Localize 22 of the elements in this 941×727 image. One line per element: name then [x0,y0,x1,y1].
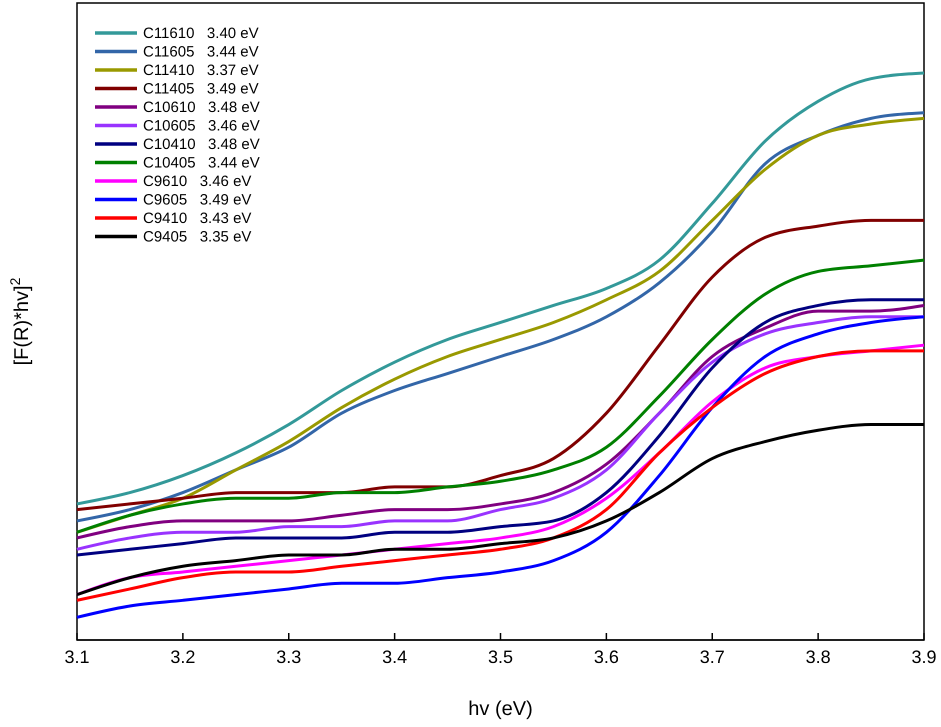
legend-label: C9410 3.43 eV [143,210,252,227]
x-tick-label: 3.2 [170,646,196,667]
legend-label: C9605 3.49 eV [143,192,252,208]
x-tick-label: 3.3 [276,646,302,667]
legend-label: C10610 3.48 eV [143,99,260,116]
legend-label: C10605 3.46 eV [143,118,260,134]
legend-label: C10410 3.48 eV [143,136,260,153]
x-axis-title: hv (eV) [468,698,533,720]
x-tick-label: 3.6 [594,646,619,667]
x-tick-label: 3.1 [64,646,90,667]
legend-label: C11605 3.44 eV [143,44,259,60]
x-tick-label: 3.7 [700,646,725,667]
x-tick-label: 3.5 [488,646,514,667]
legend-label: C11610 3.40 eV [143,25,259,42]
legend-label: C10405 3.44 eV [143,154,260,172]
legend-label: C9610 3.46 eV [143,173,252,190]
x-tick-label: 3.4 [382,646,408,667]
x-tick-label: 3.8 [806,646,831,667]
legend-label: C9405 3.35 eV [143,228,252,246]
legend-label: C11410 3.37 eV [143,62,259,79]
legend-label: C11405 3.49 eV [143,80,259,98]
x-tick-label: 3.9 [911,646,937,667]
